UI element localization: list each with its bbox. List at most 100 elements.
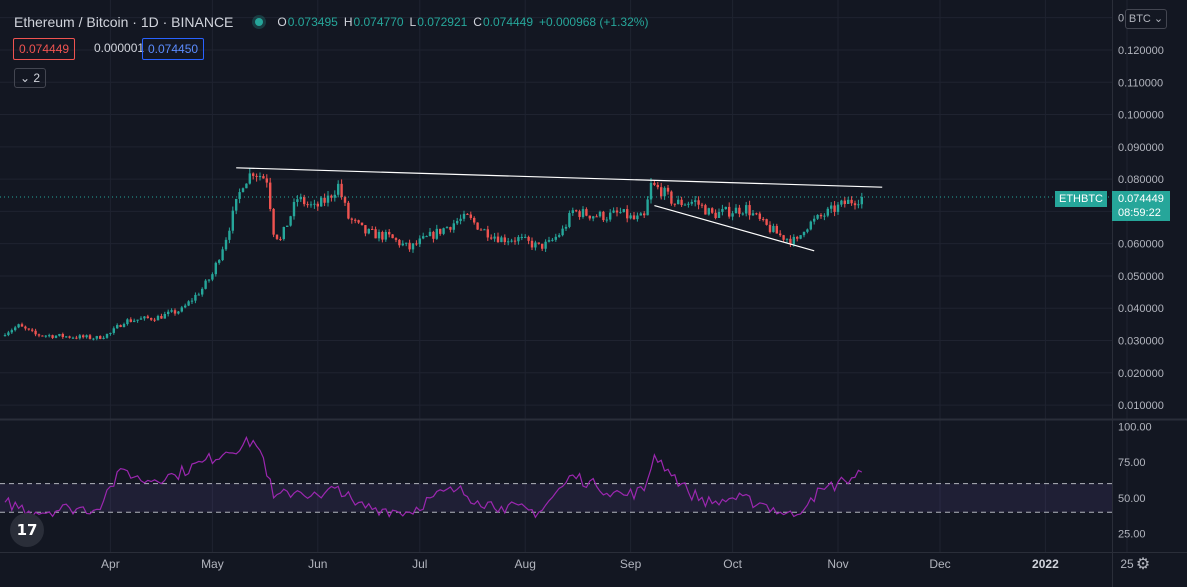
candle <box>524 236 527 238</box>
candle <box>146 316 149 319</box>
price-axis-label: 0.040000 <box>1118 303 1164 315</box>
time-axis-label: Nov <box>827 557 848 571</box>
candle <box>282 226 285 239</box>
candle <box>694 200 697 202</box>
high-value: H0.074770 <box>343 15 404 29</box>
candle <box>330 195 333 198</box>
candle <box>269 182 272 209</box>
candle <box>153 319 156 321</box>
candle <box>27 328 30 330</box>
candle <box>656 184 659 188</box>
candle <box>700 204 704 206</box>
candle <box>306 204 309 206</box>
price-axis-label: 0.080000 <box>1118 174 1164 186</box>
candle <box>286 225 289 227</box>
candle <box>292 201 296 217</box>
candle <box>809 221 812 230</box>
candle <box>235 198 238 211</box>
candle <box>197 294 200 296</box>
candle <box>41 335 44 337</box>
time-axis-label: 2022 <box>1032 557 1059 571</box>
candle <box>782 235 785 240</box>
bar-countdown: 08:59:22 <box>1118 207 1161 219</box>
candle <box>741 213 744 215</box>
candle <box>65 336 68 338</box>
candle <box>37 334 41 336</box>
candle <box>571 210 574 214</box>
candles-group <box>3 168 863 341</box>
candle <box>646 199 649 216</box>
candle <box>765 219 768 225</box>
candle <box>779 233 782 236</box>
candle <box>721 209 724 212</box>
candle <box>772 225 775 233</box>
time-axis-label: Dec <box>929 557 950 571</box>
candle <box>333 194 336 198</box>
candle <box>490 237 493 239</box>
candle <box>748 205 751 216</box>
candle <box>425 236 428 238</box>
candle <box>391 234 394 239</box>
candle <box>207 279 211 281</box>
candle <box>398 239 401 246</box>
candle <box>758 213 761 219</box>
candle <box>619 212 622 214</box>
candle <box>738 207 741 214</box>
price-axis-label: 0.010000 <box>1118 400 1164 412</box>
candle <box>816 214 819 219</box>
symbol-title[interactable]: Ethereum / Bitcoin · 1D · BINANCE <box>14 14 234 30</box>
candle <box>275 234 279 239</box>
candle <box>551 239 554 241</box>
gear-icon[interactable]: ⚙ <box>1135 556 1151 573</box>
candle <box>150 318 153 320</box>
candle <box>211 274 214 280</box>
time-axis-label: Jun <box>308 557 327 571</box>
candle <box>14 327 17 331</box>
candle <box>173 310 177 314</box>
candle <box>609 212 612 220</box>
candle <box>605 219 608 221</box>
candle <box>636 215 639 220</box>
candle <box>602 211 605 221</box>
candle <box>44 335 47 337</box>
candle <box>92 338 95 340</box>
candle <box>347 202 350 219</box>
candle <box>462 213 466 219</box>
candle <box>707 208 710 215</box>
candle <box>649 182 653 200</box>
candle <box>405 242 408 244</box>
candle <box>71 337 75 339</box>
candle <box>670 191 673 204</box>
candle <box>99 336 102 339</box>
sell-price-button[interactable]: 0.074449 <box>13 38 76 60</box>
candle <box>714 212 717 218</box>
candle <box>452 223 455 230</box>
candle <box>554 236 557 240</box>
candle <box>768 224 772 233</box>
candle <box>537 242 540 244</box>
candle <box>544 241 547 249</box>
candle <box>486 229 489 238</box>
tradingview-logo[interactable]: 17 <box>10 513 44 547</box>
candle <box>109 332 112 334</box>
candle <box>632 215 636 220</box>
candle <box>819 214 823 217</box>
candle <box>711 208 714 213</box>
buy-price-button[interactable]: 0.074450 <box>142 38 205 60</box>
candle <box>466 213 469 215</box>
candle <box>187 301 190 306</box>
indicators-toggle-button[interactable]: ⌄ 2 <box>14 68 46 88</box>
time-axis-label: Apr <box>101 557 120 571</box>
candle <box>745 205 748 214</box>
candle <box>547 240 551 242</box>
candle <box>190 300 194 302</box>
candle <box>826 208 829 216</box>
candle <box>751 213 755 216</box>
candle <box>755 213 758 215</box>
currency-button[interactable]: BTC ⌄ <box>1125 9 1167 29</box>
price-axis-label: 0.060000 <box>1118 239 1164 251</box>
candle <box>316 203 319 207</box>
candle <box>643 213 646 216</box>
candle <box>221 249 224 261</box>
